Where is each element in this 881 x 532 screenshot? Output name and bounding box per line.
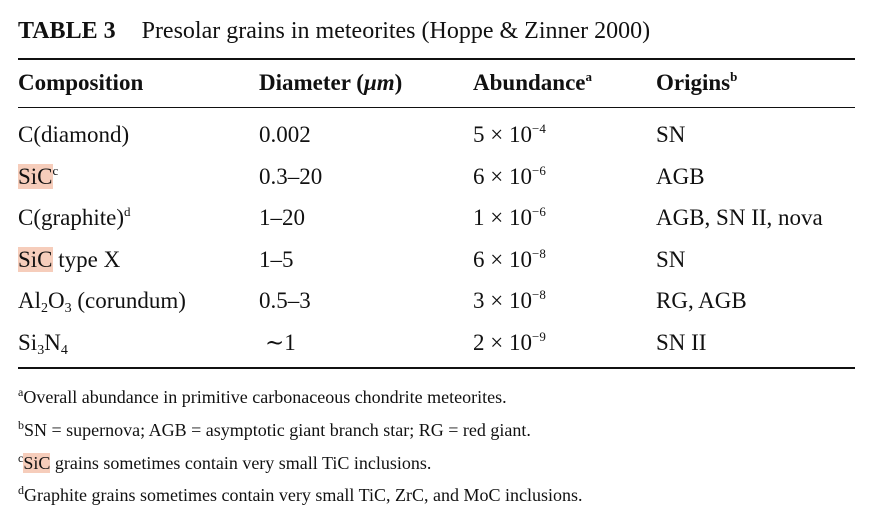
table-label: TABLE 3: [18, 18, 116, 44]
row-5-abundance: 3 × 10−8: [473, 287, 546, 313]
row-3-origins: AGB, SN II, nova: [656, 205, 823, 230]
sic-highlight: SiC: [18, 247, 53, 272]
bottom-rule: [18, 367, 855, 369]
row-5-composition: Al2O3 (corundum): [18, 288, 186, 316]
header-diameter: Diameter (μm): [259, 70, 403, 95]
footnote-b: bSN = supernova; AGB = asymptotic giant …: [18, 418, 531, 440]
row-1-composition: C(diamond): [18, 122, 130, 147]
row-1-abundance: 5 × 10−4: [473, 121, 546, 147]
header-composition: Composition: [18, 70, 144, 95]
row-6-diameter: ∼1: [265, 330, 296, 355]
row-2-origins: AGB: [656, 164, 705, 189]
header-rule: [18, 107, 855, 108]
row-4-abundance: 6 × 10−8: [473, 246, 546, 272]
table-title: TABLE 3 Presolar grains in meteorites (Ho…: [18, 18, 650, 45]
table-caption: Presolar grains in meteorites (Hoppe & Z…: [141, 18, 651, 44]
row-5-origins: RG, AGB: [656, 288, 747, 313]
row-4-diameter: 1–5: [259, 247, 294, 272]
footnote-d: dGraphite grains sometimes contain very …: [18, 483, 583, 505]
header-origins: Originsb: [656, 69, 738, 95]
footnote-c: cSiC grains sometimes contain very small…: [18, 451, 432, 473]
row-4-composition: SiC type X: [18, 247, 121, 272]
row-6-composition: Si3N4: [18, 330, 68, 358]
sic-highlight: SiC: [18, 164, 53, 189]
row-2-abundance: 6 × 10−6: [473, 163, 546, 189]
row-5-diameter: 0.5–3: [259, 288, 311, 313]
row-4-origins: SN: [656, 247, 686, 272]
header-abundance: Abundancea: [473, 69, 592, 95]
sic-highlight: SiC: [23, 453, 51, 473]
row-2-composition: SiCc: [18, 163, 59, 189]
row-2-diameter: 0.3–20: [259, 164, 323, 189]
row-1-origins: SN: [656, 122, 686, 147]
footnote-a: aOverall abundance in primitive carbonac…: [18, 385, 507, 407]
row-6-origins: SN II: [656, 330, 707, 355]
row-1-diameter: 0.002: [259, 122, 311, 147]
row-3-abundance: 1 × 10−6: [473, 204, 546, 230]
top-rule: [18, 58, 855, 60]
row-3-diameter: 1–20: [259, 205, 305, 230]
row-6-abundance: 2 × 10−9: [473, 329, 546, 355]
row-3-composition: C(graphite)d: [18, 204, 131, 230]
